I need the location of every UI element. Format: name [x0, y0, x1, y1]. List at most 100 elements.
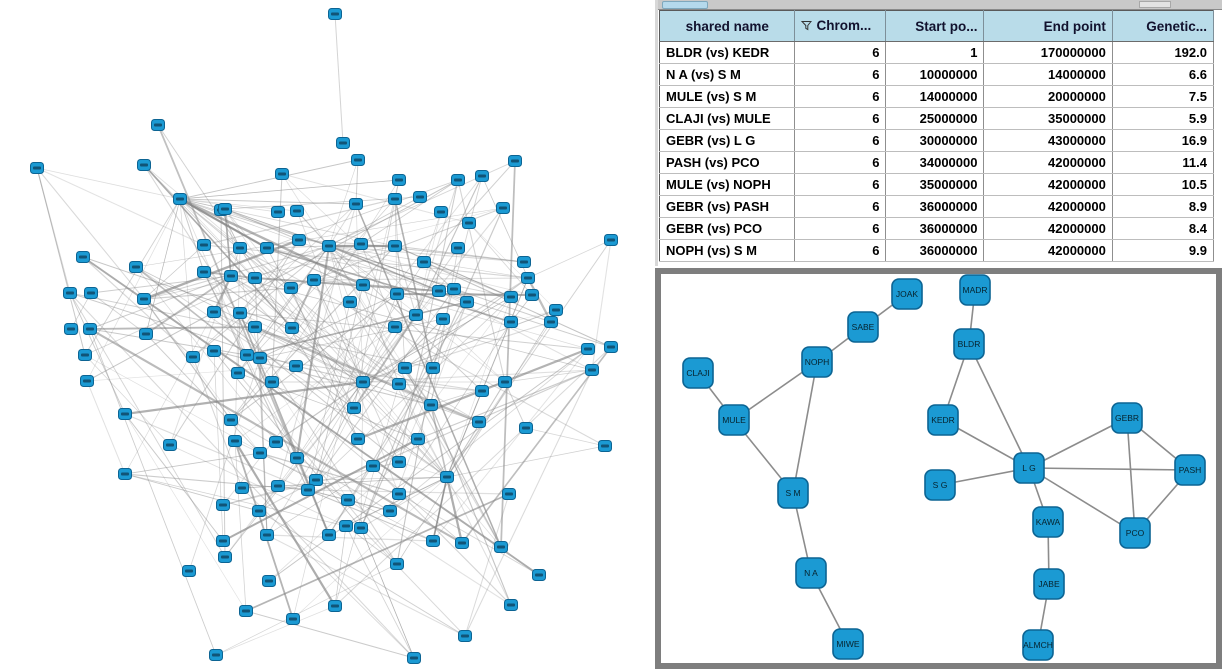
network-node[interactable] — [517, 256, 531, 268]
network-node-almch[interactable]: ALMCH — [1022, 629, 1054, 661]
network-node[interactable] — [271, 480, 285, 492]
network-node[interactable] — [265, 376, 279, 388]
network-node[interactable] — [392, 174, 406, 186]
node-shape[interactable] — [1022, 629, 1054, 661]
network-node[interactable] — [532, 569, 546, 581]
network-node[interactable] — [604, 341, 618, 353]
network-node-mule[interactable]: MULE — [718, 404, 750, 436]
network-node[interactable] — [392, 378, 406, 390]
network-node-n-a[interactable]: N A — [795, 557, 827, 589]
network-node[interactable] — [209, 649, 223, 661]
network-node-kawa[interactable]: KAWA — [1032, 506, 1064, 538]
network-node-noph[interactable]: NOPH — [801, 346, 833, 378]
network-node[interactable] — [139, 328, 153, 340]
network-node[interactable] — [504, 291, 518, 303]
network-node[interactable] — [290, 452, 304, 464]
network-node[interactable] — [366, 460, 380, 472]
network-node[interactable] — [447, 283, 461, 295]
network-node[interactable] — [309, 474, 323, 486]
network-node[interactable] — [289, 360, 303, 372]
network-node[interactable] — [286, 613, 300, 625]
network-node-sabe[interactable]: SABE — [847, 311, 879, 343]
network-node[interactable] — [549, 304, 563, 316]
network-node[interactable] — [30, 162, 44, 174]
network-node[interactable] — [598, 440, 612, 452]
network-node[interactable] — [235, 482, 249, 494]
network-node[interactable] — [398, 362, 412, 374]
column-header-end-point[interactable]: End point — [983, 10, 1113, 42]
node-shape[interactable] — [1111, 402, 1143, 434]
network-node[interactable] — [228, 435, 242, 447]
network-node-s-g[interactable]: S G — [924, 469, 956, 501]
table-row[interactable]: MULE (vs) NOPH 6 35000000 42000000 10.5 — [659, 173, 1215, 196]
node-shape[interactable] — [847, 311, 879, 343]
network-node-s-m[interactable]: S M — [777, 477, 809, 509]
table-row[interactable]: BLDR (vs) KEDR 6 1 170000000 192.0 — [659, 41, 1215, 64]
network-node[interactable] — [84, 287, 98, 299]
network-node[interactable] — [426, 362, 440, 374]
node-shape[interactable] — [1174, 454, 1206, 486]
network-node[interactable] — [301, 484, 315, 496]
network-node[interactable] — [581, 343, 595, 355]
network-node[interactable] — [388, 193, 402, 205]
network-node[interactable] — [307, 274, 321, 286]
network-node[interactable] — [328, 8, 342, 20]
network-node[interactable] — [544, 316, 558, 328]
network-node-pco[interactable]: PCO — [1119, 517, 1151, 549]
network-node[interactable] — [292, 234, 306, 246]
network-node[interactable] — [163, 439, 177, 451]
network-node[interactable] — [496, 202, 510, 214]
node-shape[interactable] — [682, 357, 714, 389]
table-row[interactable]: N A (vs) S M 6 10000000 14000000 6.6 — [659, 63, 1215, 86]
network-node[interactable] — [328, 600, 342, 612]
network-node[interactable] — [239, 605, 253, 617]
network-node-jabe[interactable]: JABE — [1033, 568, 1065, 600]
network-node[interactable] — [432, 285, 446, 297]
network-node[interactable] — [248, 321, 262, 333]
network-node[interactable] — [341, 494, 355, 506]
network-node[interactable] — [604, 234, 618, 246]
network-node[interactable] — [417, 256, 431, 268]
network-node-kedr[interactable]: KEDR — [927, 404, 959, 436]
network-node[interactable] — [129, 261, 143, 273]
node-shape[interactable] — [927, 404, 959, 436]
table-row[interactable]: CLAJI (vs) MULE 6 25000000 35000000 5.9 — [659, 107, 1215, 130]
network-node[interactable] — [248, 272, 262, 284]
network-node[interactable] — [585, 364, 599, 376]
network-node[interactable] — [151, 119, 165, 131]
network-node[interactable] — [521, 272, 535, 284]
network-node[interactable] — [383, 505, 397, 517]
network-node[interactable] — [411, 433, 425, 445]
network-node[interactable] — [137, 293, 151, 305]
network-node[interactable] — [284, 282, 298, 294]
node-shape[interactable] — [1119, 517, 1151, 549]
network-node[interactable] — [290, 205, 304, 217]
table-row[interactable]: GEBR (vs) PASH 6 36000000 42000000 8.9 — [659, 195, 1215, 218]
table-row[interactable]: GEBR (vs) L G 6 30000000 43000000 16.9 — [659, 129, 1215, 152]
network-node[interactable] — [347, 402, 361, 414]
network-node-miwe[interactable]: MIWE — [832, 628, 864, 660]
network-node[interactable] — [519, 422, 533, 434]
node-shape[interactable] — [795, 557, 827, 589]
network-node[interactable] — [262, 575, 276, 587]
network-node[interactable] — [207, 345, 221, 357]
network-node[interactable] — [504, 316, 518, 328]
network-node[interactable] — [269, 436, 283, 448]
network-node[interactable] — [76, 251, 90, 263]
network-node[interactable] — [356, 279, 370, 291]
overview-network-canvas[interactable] — [0, 0, 655, 669]
network-node[interactable] — [392, 488, 406, 500]
network-node[interactable] — [271, 206, 285, 218]
node-shape[interactable] — [718, 404, 750, 436]
network-node[interactable] — [502, 488, 516, 500]
network-node[interactable] — [224, 414, 238, 426]
node-shape[interactable] — [1032, 506, 1064, 538]
network-node[interactable] — [390, 288, 404, 300]
node-shape[interactable] — [777, 477, 809, 509]
network-node-madr[interactable]: MADR — [959, 274, 991, 306]
network-node[interactable] — [182, 565, 196, 577]
node-shape[interactable] — [891, 278, 923, 310]
network-node[interactable] — [231, 367, 245, 379]
network-node[interactable] — [409, 309, 423, 321]
network-node[interactable] — [455, 537, 469, 549]
